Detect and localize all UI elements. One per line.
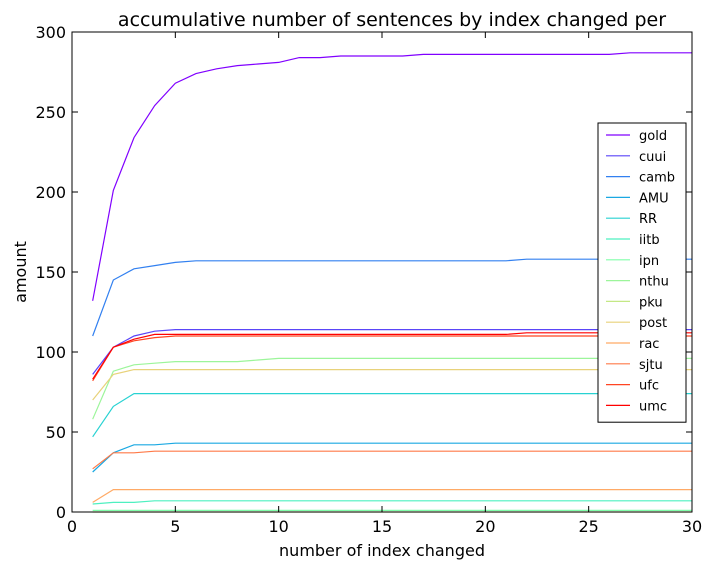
y-tick-label: 250: [35, 103, 66, 122]
series-line-RR: [92, 393, 692, 438]
legend-label-sjtu: sjtu: [639, 358, 663, 373]
x-tick-label: 0: [67, 517, 77, 536]
y-tick-label: 0: [56, 503, 66, 522]
series-layer: [92, 52, 692, 513]
series-line-iitb: [92, 500, 692, 505]
y-tick-label: 100: [35, 343, 66, 362]
series-line-AMU: [92, 442, 692, 473]
legend-label-AMU: AMU: [639, 191, 669, 206]
x-tick-label: 10: [268, 517, 288, 536]
legend-label-ipn: ipn: [639, 254, 659, 269]
series-line-post: [92, 369, 692, 401]
legend-label-gold: gold: [639, 129, 667, 144]
y-tick-label: 300: [35, 23, 66, 42]
series-line-sjtu: [92, 450, 692, 470]
x-tick-label: 30: [682, 517, 702, 536]
y-tick-label: 150: [35, 263, 66, 282]
x-tick-label: 15: [372, 517, 392, 536]
legend-label-ufc: ufc: [639, 379, 659, 394]
series-line-ufc: [92, 335, 692, 382]
y-tick-label: 200: [35, 183, 66, 202]
legend-label-RR: RR: [639, 212, 657, 227]
y-axis-label: amount: [11, 241, 30, 303]
x-tick-label: 25: [578, 517, 598, 536]
x-tick-label: 20: [475, 517, 495, 536]
legend-label-nthu: nthu: [639, 275, 669, 290]
series-line-nthu: [92, 357, 692, 420]
legend-label-umc: umc: [639, 399, 667, 414]
x-axis-label: number of index changed: [279, 541, 485, 560]
plot-frame: [71, 31, 693, 513]
chart-title: accumulative number of sentences by inde…: [118, 9, 666, 31]
legend-label-camb: camb: [639, 171, 675, 186]
legend-label-rac: rac: [639, 337, 659, 352]
y-tick-label: 50: [46, 423, 66, 442]
series-line-cuui: [92, 329, 692, 375]
legend-label-cuui: cuui: [639, 150, 666, 165]
legend-box: [597, 122, 687, 423]
series-line-rac: [92, 489, 692, 503]
legend-label-post: post: [639, 316, 667, 331]
series-line-camb: [92, 258, 692, 337]
legend-label-pku: pku: [639, 295, 663, 310]
legend: gold cuui camb AMU RR iitb ipn nthu pku post rac sj…: [597, 122, 687, 423]
series-line-umc: [92, 332, 692, 380]
legend-label-iitb: iitb: [639, 233, 660, 248]
x-tick-label: 5: [170, 517, 180, 536]
series-line-gold: [92, 52, 692, 301]
